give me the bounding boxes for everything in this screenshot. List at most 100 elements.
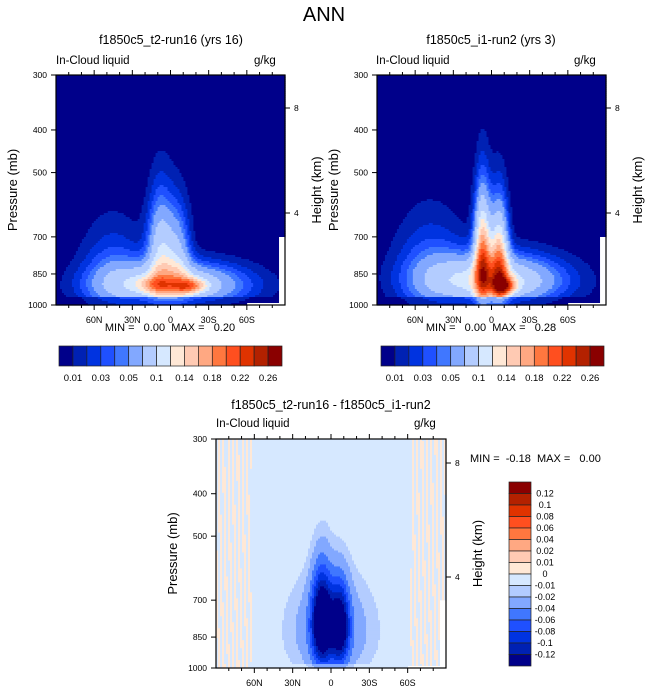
- field-cell: [249, 297, 280, 300]
- field-cell: [199, 293, 214, 296]
- field-cell: [472, 169, 478, 172]
- field-cell: [377, 79, 607, 82]
- field-cell: [193, 217, 286, 220]
- field-cell: [185, 221, 191, 224]
- field-cell: [73, 255, 87, 258]
- field-cell: [79, 283, 87, 286]
- field-cell: [193, 241, 198, 244]
- field-cell: [217, 291, 232, 294]
- field-cell: [474, 233, 478, 236]
- field-cell: [251, 279, 264, 282]
- field-cell: [56, 271, 65, 274]
- field-cell: [95, 243, 145, 246]
- field-cell: [484, 195, 490, 198]
- field-cell: [151, 273, 157, 276]
- field-cell: [506, 213, 510, 216]
- field-cell: [377, 217, 406, 220]
- field-cell: [187, 193, 286, 196]
- field-cell: [209, 261, 230, 264]
- field-cell: [488, 193, 494, 196]
- field-cell: [89, 249, 105, 252]
- field-cell: [145, 261, 153, 264]
- field-cell: [187, 233, 193, 236]
- field-cell: [109, 255, 129, 258]
- field-cell: [480, 195, 486, 198]
- field-cell: [155, 227, 173, 230]
- field-cell: [486, 199, 492, 202]
- field-cell: [502, 233, 508, 236]
- field-cell: [56, 143, 286, 146]
- field-cell: [263, 265, 280, 268]
- field-cell: [177, 201, 185, 204]
- field-cell: [155, 293, 187, 296]
- field-cell: [149, 227, 153, 230]
- field-cell: [480, 175, 486, 178]
- field-cell: [193, 223, 286, 226]
- field-cell: [153, 237, 179, 240]
- field-cell: [179, 213, 185, 216]
- field-cell: [91, 283, 103, 286]
- field-cell: [203, 263, 220, 266]
- field-cell: [56, 89, 286, 92]
- field-cell: [279, 247, 286, 250]
- field-cell: [480, 131, 488, 134]
- field-cell: [486, 215, 504, 218]
- field-cell: [490, 227, 496, 230]
- field-cell: [468, 233, 472, 236]
- field-cell: [103, 287, 127, 290]
- field-cell: [151, 163, 175, 166]
- field-cell: [488, 143, 607, 146]
- field-cell: [193, 219, 286, 222]
- field-cell: [175, 233, 185, 236]
- field-cell: [470, 221, 474, 224]
- field-cell: [167, 245, 183, 248]
- field-cell: [512, 209, 607, 212]
- field-cell: [229, 275, 238, 278]
- field-cell: [508, 219, 512, 222]
- field-cell: [474, 163, 478, 166]
- field-cell: [480, 229, 486, 232]
- panel-2-variable-label: In-Cloud liquid: [376, 55, 450, 67]
- field-cell: [145, 247, 149, 250]
- field-cell: [506, 175, 607, 178]
- field-cell: [243, 285, 254, 288]
- field-cell: [187, 187, 286, 190]
- field-cell: [502, 197, 506, 200]
- field-cell: [470, 193, 474, 196]
- field-cell: [478, 171, 488, 174]
- field-cell: [486, 223, 490, 226]
- field-cell: [145, 271, 151, 274]
- field-cell: [77, 269, 87, 272]
- field-cell: [458, 217, 468, 220]
- field-cell: [181, 205, 187, 208]
- field-cell: [179, 269, 187, 272]
- field-cell: [145, 191, 153, 194]
- field-cell: [472, 235, 476, 238]
- field-cell: [510, 221, 514, 224]
- field-cell: [155, 291, 191, 294]
- field-cell: [56, 231, 89, 234]
- field-cell: [510, 219, 514, 222]
- field-cell: [456, 215, 470, 218]
- field-cell: [169, 247, 183, 250]
- field-cell: [261, 289, 280, 292]
- field-cell: [377, 105, 607, 108]
- field-cell: [512, 211, 607, 214]
- field-cell: [191, 249, 196, 252]
- field-cell: [195, 303, 232, 306]
- field-cell: [476, 191, 480, 194]
- field-cell: [201, 265, 212, 268]
- field-cell: [169, 155, 286, 158]
- field-cell: [478, 183, 482, 186]
- field-cell: [59, 285, 73, 288]
- field-cell: [187, 251, 191, 254]
- field-cell: [191, 287, 196, 290]
- field-cell: [183, 267, 189, 270]
- field-cell: [73, 273, 83, 276]
- field-cell: [157, 247, 171, 250]
- field-cell: [151, 185, 161, 188]
- field-cell: [490, 179, 506, 182]
- field-cell: [183, 261, 191, 264]
- field-cell: [516, 233, 607, 236]
- field-cell: [79, 279, 87, 282]
